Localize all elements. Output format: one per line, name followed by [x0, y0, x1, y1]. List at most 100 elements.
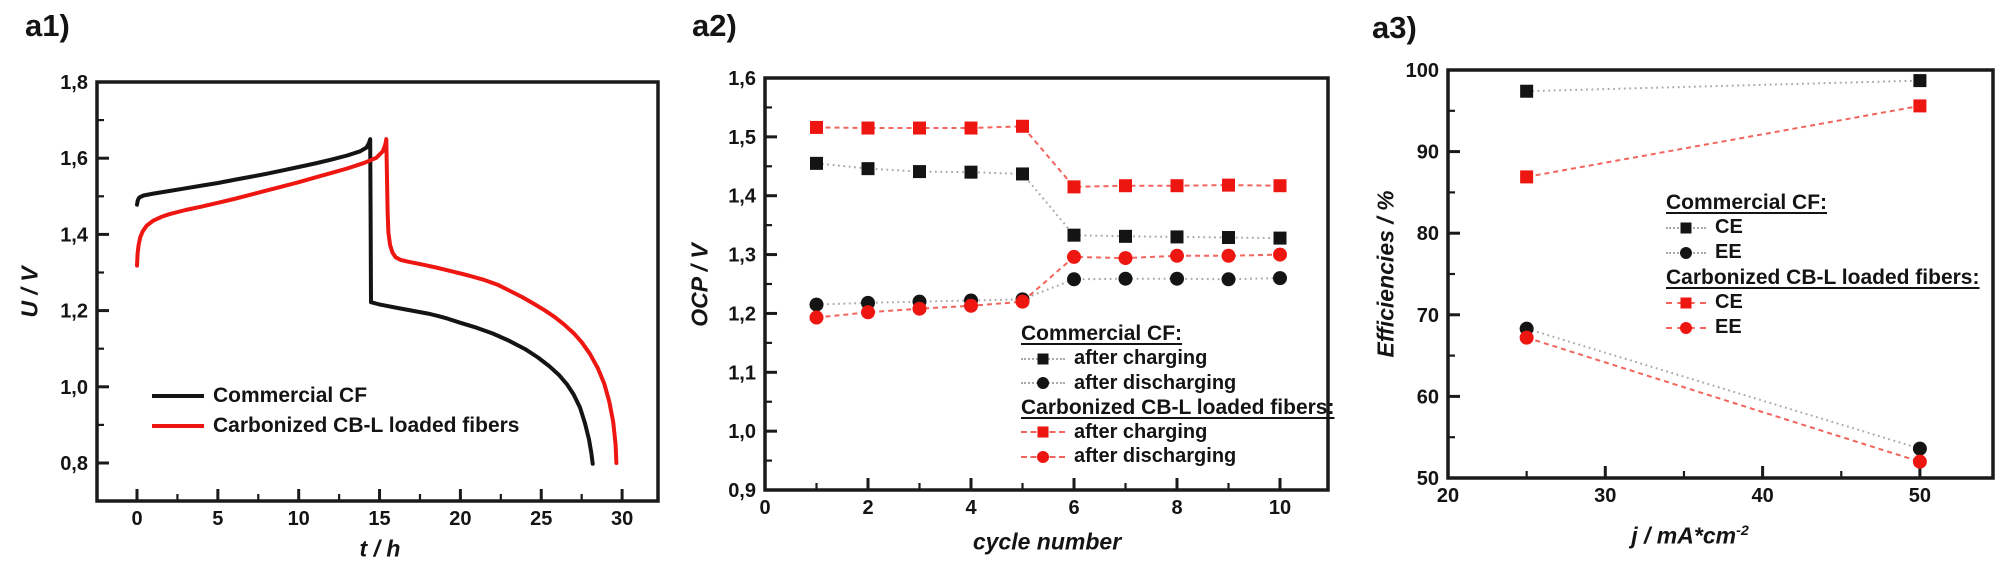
a1-x-tick-label: 0 [131, 508, 142, 530]
a2-x-tick-label: 6 [1068, 497, 1079, 519]
legend-entry: after charging [1021, 420, 1334, 445]
a3-square-marker [1913, 74, 1927, 88]
panel-label-a2: a2) [692, 8, 737, 43]
a3-legend: Commercial CF: CE EE Carbonized CB-L loaded… [1666, 190, 1979, 340]
legend-entry-label: after charging [1074, 420, 1208, 443]
a3-y-tick-label: 60 [1417, 386, 1439, 408]
a2-circle-marker [1118, 271, 1133, 286]
a1-axes-frame [95, 80, 660, 503]
circle-marker-swatch [1666, 321, 1706, 335]
legend-group-title: Carbonized CB-L loaded fibers: [1666, 265, 1980, 289]
legend-entry-label: after discharging [1074, 445, 1237, 468]
a3-x-axis-label-main: j / mA*cm [1631, 522, 1737, 549]
circle-icon [1037, 377, 1049, 390]
a3-y-axis-label: Efficiencies / % [1372, 190, 1399, 358]
legend-entry-label: Carbonized CB-L loaded fibers [213, 414, 520, 437]
a2-square-marker [1170, 230, 1184, 244]
a3-square-marker [1520, 170, 1534, 184]
a2-circle-marker [1221, 248, 1236, 263]
a1-curve-black [135, 137, 595, 466]
legend-entry-label: CE [1715, 291, 1743, 313]
a2-circle-marker [1067, 272, 1081, 287]
a2-connector-black [816, 277, 1281, 306]
a1-x-tick-label: 30 [611, 508, 633, 530]
a3-x-tick-label: 40 [1751, 485, 1773, 507]
a3-connector-red [1526, 104, 1921, 178]
legend-entry: EE [1666, 240, 1979, 265]
legend-entry-label: Commercial CF [213, 384, 368, 407]
a3-square-marker [1913, 99, 1927, 113]
a2-square-marker [1067, 180, 1081, 194]
a2-x-tick-label: 2 [862, 497, 873, 519]
legend-entry-label: after charging [1074, 347, 1208, 370]
a1-x-tick-label: 10 [288, 508, 310, 530]
a3-x-tick-label: 20 [1437, 485, 1459, 507]
legend-entry: EE [1666, 315, 1979, 340]
a3-y-tick-label: 80 [1417, 223, 1439, 245]
a2-y-tick-label: 1,3 [728, 245, 756, 267]
a2-y-tick-label: 1,1 [728, 362, 756, 384]
a2-legend: Commercial CF: after charging after discha… [1021, 322, 1334, 469]
legend-entry: after discharging [1021, 371, 1334, 396]
a3-y-tick-label: 100 [1406, 60, 1439, 82]
legend-entry-label: EE [1715, 241, 1742, 263]
a2-circle-marker [861, 305, 875, 320]
a2-square-marker [861, 121, 875, 135]
a3-circle-marker [1519, 330, 1534, 345]
a3-x-axis-label: j / mA*cm-2 [1631, 523, 1749, 550]
a2-y-axis-label: OCP / V [686, 243, 713, 327]
square-icon [1680, 297, 1692, 308]
a1-y-tick-label: 1,0 [60, 377, 88, 399]
circle-icon [1680, 321, 1692, 334]
a1-y-tick-label: 1,4 [60, 224, 89, 246]
a2-circle-marker [1221, 272, 1236, 287]
a2-y-tick-label: 1,2 [728, 303, 756, 325]
a1-x-tick-label: 20 [449, 508, 471, 530]
legend-entry: after charging [1021, 347, 1334, 372]
square-icon [1680, 222, 1692, 233]
a3-connector-red [1526, 336, 1921, 463]
a2-circle-marker [1015, 294, 1030, 309]
square-icon [1037, 426, 1049, 438]
a2-x-tick-label: 4 [965, 497, 977, 519]
a2-square-marker [861, 162, 875, 176]
panel-a3: 20 30 40 50 50 60 70 80 90 100 [1406, 60, 1995, 507]
a2-square-marker [964, 121, 978, 135]
a2-circle-marker [912, 301, 927, 316]
a1-legend: Commercial CF Carbonized CB-L loaded fibe… [152, 381, 519, 441]
a3-connector-black [1526, 327, 1921, 450]
a1-x-tick-label: 25 [530, 508, 552, 530]
legend-entry: after discharging [1021, 445, 1334, 470]
a2-square-marker [810, 156, 823, 170]
a3-x-tick-label: 50 [1909, 485, 1931, 507]
a2-square-marker [1273, 231, 1287, 245]
a2-circle-marker [1067, 249, 1081, 264]
circle-icon [1037, 450, 1049, 463]
a2-circle-marker [809, 310, 824, 325]
a2-circle-marker [1273, 271, 1287, 286]
a2-square-marker [1119, 179, 1132, 193]
circle-marker-swatch [1021, 450, 1065, 464]
a3-square-marker [1520, 84, 1534, 98]
legend-entry: CE [1666, 290, 1979, 315]
legend-group-title: Commercial CF: [1666, 190, 1828, 214]
a2-x-tick-label: 8 [1171, 497, 1182, 519]
panel-label-a1: a1) [25, 8, 70, 43]
legend-entry: Commercial CF [152, 381, 519, 411]
a2-circle-marker [1118, 251, 1133, 266]
a3-y-tick-label: 50 [1417, 468, 1439, 490]
a1-curve-red [135, 137, 619, 465]
a2-y-tick-label: 1,6 [728, 68, 756, 90]
a2-square-marker [1016, 119, 1029, 133]
a2-x-tick-label: 10 [1269, 497, 1291, 519]
a2-square-marker [1222, 178, 1235, 192]
a1-y-tick-label: 1,2 [60, 301, 88, 323]
panel-label-a3: a3) [1372, 10, 1417, 45]
a2-circle-marker [964, 298, 978, 313]
a2-square-marker [1119, 229, 1132, 243]
a2-x-axis-label: cycle number [972, 528, 1122, 555]
square-marker-swatch [1021, 352, 1065, 366]
a2-square-marker [1170, 179, 1184, 193]
